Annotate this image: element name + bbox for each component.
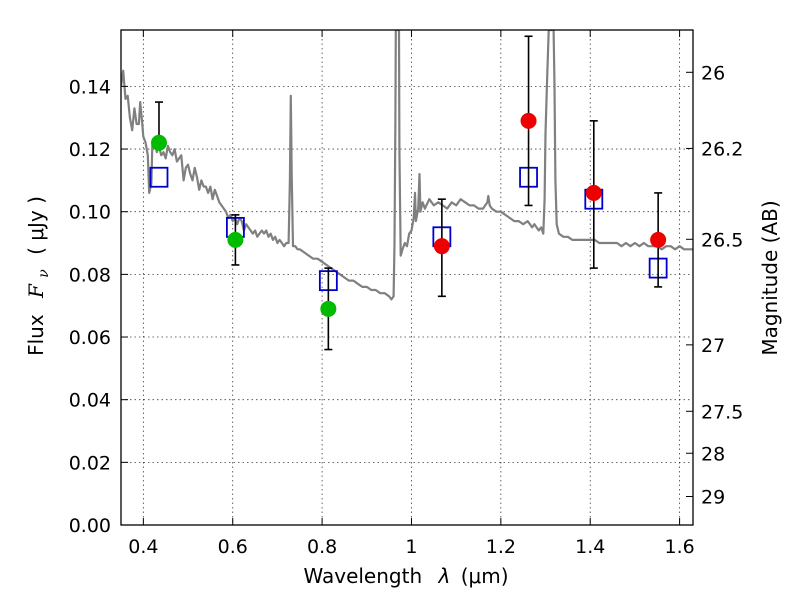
grid-lines: [121, 30, 693, 525]
axes: 0.4 0.6 0.8 1 1.2 1.4 1.6 0.00 0.02 0.04 0.06 0.08 0…: [69, 29, 743, 558]
sed-model-line: [121, 30, 693, 301]
y2-tick-label: 26.5: [701, 229, 743, 251]
x-tick-label: 1.2: [486, 536, 516, 558]
x-tick-label: 0.4: [128, 536, 158, 558]
y-axis-title: Flux F ν ( μJy ): [24, 196, 53, 356]
observed-point-red: [585, 184, 602, 201]
x-axis-title-prefix: Wavelength: [303, 564, 422, 588]
y-tick-label: 0.04: [69, 390, 111, 412]
y-tick-label: 0.02: [69, 452, 111, 474]
x-tick-label: 0.6: [218, 536, 248, 558]
y2-tick-label: 28: [701, 443, 725, 465]
model-photometry-square: [149, 166, 169, 188]
x-tick-label: 1.4: [575, 536, 605, 558]
y-axis-title-unit: ( μJy ): [24, 196, 48, 255]
x-tick-label: 1.6: [664, 536, 694, 558]
observed-point-red: [520, 112, 537, 129]
x-axis-title-unit: (μm): [461, 564, 509, 588]
observed-point-red: [433, 238, 450, 255]
plot-frame: [120, 29, 694, 526]
y-tick-label: 0.14: [69, 76, 111, 98]
y-tick-label: 0.08: [69, 264, 111, 286]
x-axis-title-symbol: λ: [438, 564, 451, 588]
x-tick-label: 0.8: [307, 536, 337, 558]
observed-point-green: [227, 231, 244, 248]
y-tick-label: 0.06: [69, 327, 111, 349]
plot-area: [121, 30, 693, 351]
y2-tick-label: 26: [701, 62, 725, 84]
y2-axis-title: Magnitude (AB): [758, 200, 782, 355]
x-axis-title: Wavelength λ (μm): [303, 564, 508, 588]
y2-tick-label: 27.5: [701, 401, 743, 423]
y-tick-label: 0.12: [69, 139, 111, 161]
y-tick-label: 0.00: [69, 515, 111, 537]
y-tick-label: 0.10: [69, 202, 111, 224]
y-axis-title-symbol: F: [24, 283, 48, 299]
observed-point-red: [650, 231, 667, 248]
observed-point-green: [150, 134, 167, 151]
x-tick-label: 1: [405, 536, 417, 558]
y2-tick-label: 29: [701, 486, 725, 508]
y2-tick-label: 27: [701, 335, 725, 357]
y-axis-title-prefix: Flux: [24, 314, 48, 356]
observed-point-green: [320, 300, 337, 317]
y-axis-title-subscript: ν: [36, 269, 52, 278]
y2-tick-label: 26.2: [701, 138, 743, 160]
